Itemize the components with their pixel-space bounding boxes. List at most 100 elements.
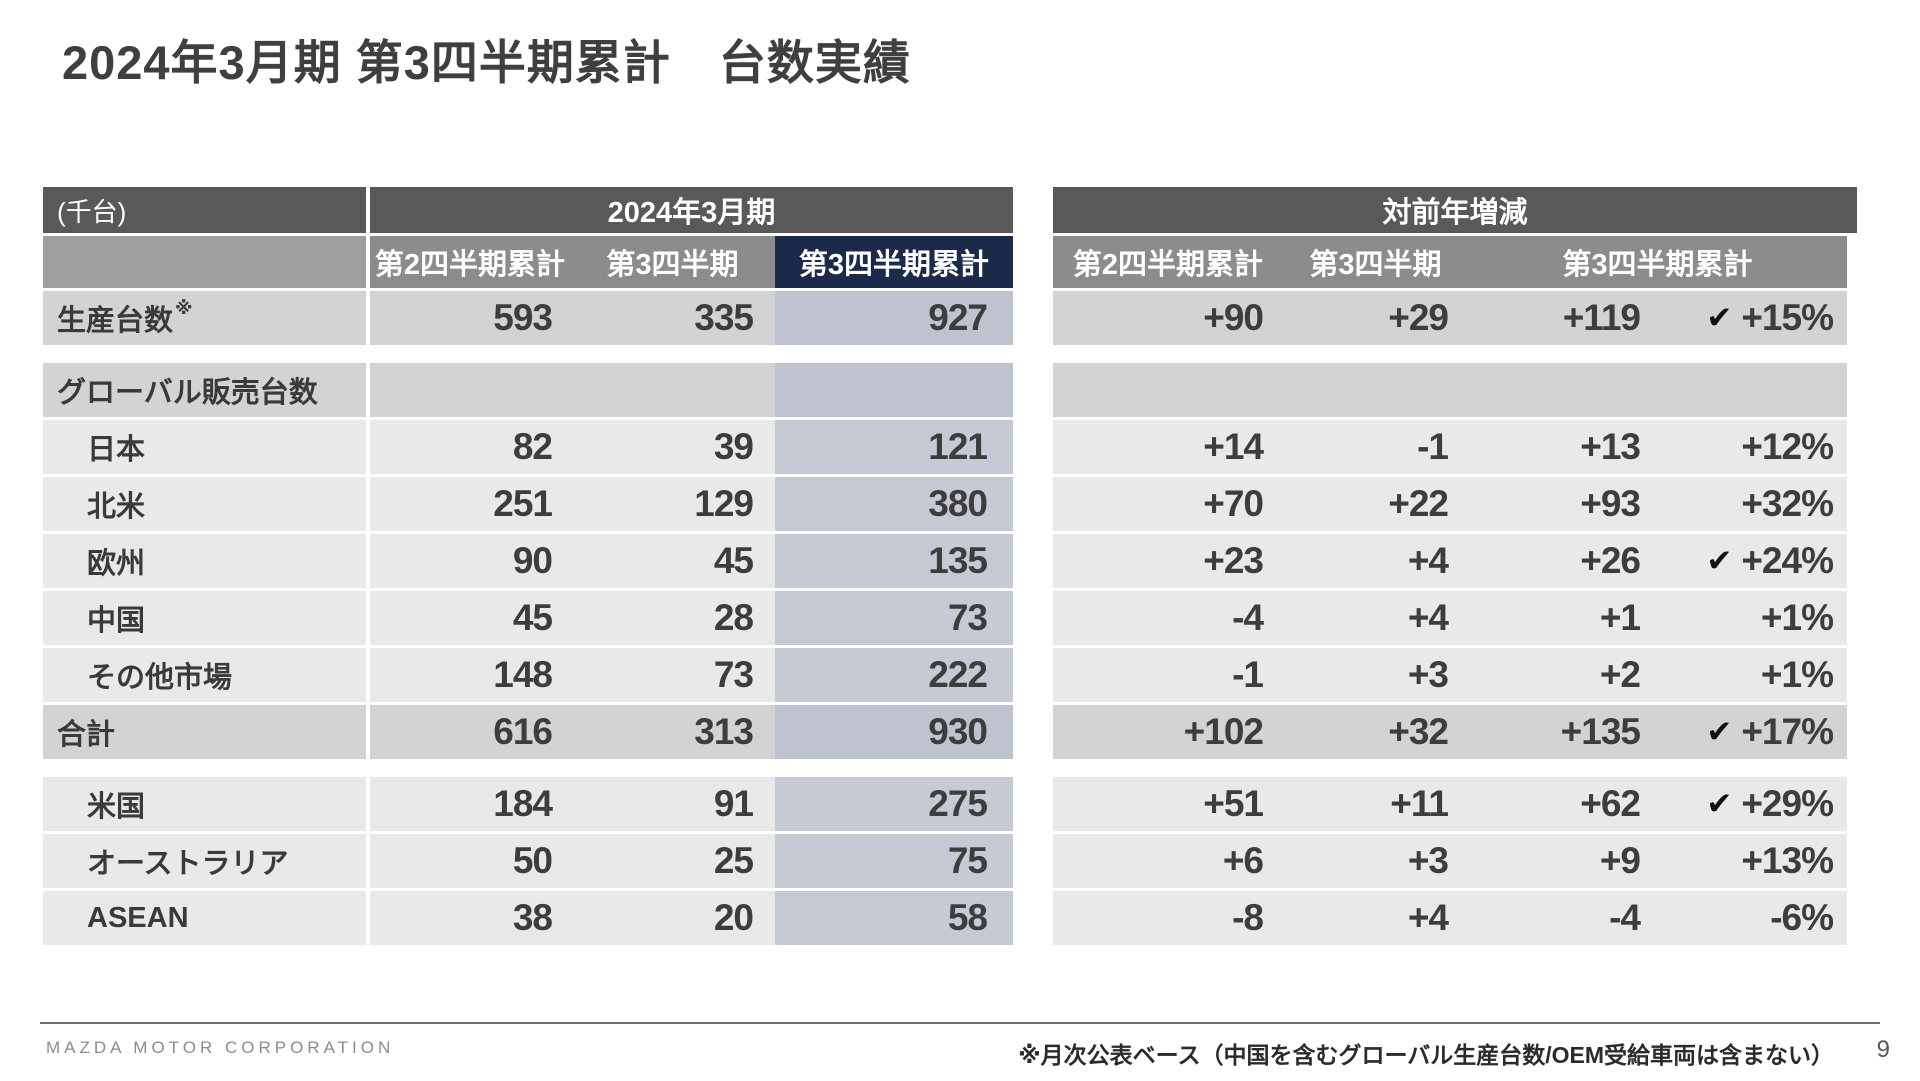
table-gap bbox=[1013, 777, 1053, 831]
column-gutter bbox=[366, 534, 370, 588]
table-header-row-columns: 第2四半期累計 第3四半期 第3四半期累計 第2四半期累計 第3四半期 第3四半… bbox=[43, 236, 1857, 288]
table-gap bbox=[1013, 420, 1053, 474]
cell-q2cum: 184 bbox=[370, 777, 570, 831]
row-label: 生産台数 ※ bbox=[43, 291, 366, 345]
cell-q2cum: 90 bbox=[370, 534, 570, 588]
row-label: グローバル販売台数 bbox=[43, 363, 366, 417]
cell-delta-pct bbox=[1658, 363, 1847, 417]
column-gutter bbox=[366, 705, 370, 759]
cell-q2cum: 251 bbox=[370, 477, 570, 531]
cell-delta-q2cum: +70 bbox=[1053, 477, 1283, 531]
cell-q2cum: 38 bbox=[370, 891, 570, 945]
cell-q3cum: 58 bbox=[775, 891, 1013, 945]
table-row-asean: ASEAN 38 20 58 -8 +4 -4 -6% bbox=[43, 891, 1857, 945]
cell-q3cum: 121 bbox=[775, 420, 1013, 474]
cell-delta-q3cum: +13 bbox=[1468, 420, 1658, 474]
row-label: 日本 bbox=[43, 420, 366, 474]
cell-delta-q2cum: -1 bbox=[1053, 648, 1283, 702]
table-gap bbox=[1013, 591, 1053, 645]
cell-delta-pct: ✔ +24% bbox=[1658, 534, 1847, 588]
column-gutter bbox=[366, 477, 370, 531]
column-gutter bbox=[366, 834, 370, 888]
cell-delta-q2cum bbox=[1053, 363, 1283, 417]
left-col-header-q3cum: 第3四半期累計 bbox=[775, 236, 1013, 288]
cell-q3: 20 bbox=[570, 891, 775, 945]
footnote-marker: ※ bbox=[175, 297, 193, 318]
cell-delta-pct: ✔ +29% bbox=[1658, 777, 1847, 831]
table-row-australia: オーストラリア 50 25 75 +6 +3 +9 +13% bbox=[43, 834, 1857, 888]
cell-delta-q3: +29 bbox=[1283, 291, 1468, 345]
row-label: ASEAN bbox=[43, 891, 366, 945]
cell-delta-q3cum: -4 bbox=[1468, 891, 1658, 945]
column-gutter bbox=[366, 591, 370, 645]
cell-delta-q3cum: +1 bbox=[1468, 591, 1658, 645]
cell-delta-q3: +4 bbox=[1283, 534, 1468, 588]
cell-q3: 73 bbox=[570, 648, 775, 702]
table-row-total: 合計 616 313 930 +102 +32 +135 ✔ +17% bbox=[43, 705, 1857, 759]
right-group-header: 対前年増減 bbox=[1053, 187, 1857, 233]
table-gap bbox=[1013, 363, 1053, 417]
table-row-global-sales-section: グローバル販売台数 bbox=[43, 363, 1857, 417]
left-group-header: 2024年3月期 bbox=[370, 187, 1013, 233]
cell-delta-q2cum: +51 bbox=[1053, 777, 1283, 831]
table-gap bbox=[1013, 291, 1053, 345]
cell-q2cum: 616 bbox=[370, 705, 570, 759]
cell-delta-q2cum: +90 bbox=[1053, 291, 1283, 345]
table-row-production: 生産台数 ※ 593 335 927 +90 +29 +119 ✔ +15% bbox=[43, 291, 1857, 345]
footnote-text: ※月次公表ベース（中国を含むグローバル生産台数/OEM受給車両は含まない） bbox=[1018, 1042, 1834, 1068]
table-row-usa: 米国 184 91 275 +51 +11 +62 ✔ +29% bbox=[43, 777, 1857, 831]
cell-q3cum: 275 bbox=[775, 777, 1013, 831]
cell-q3cum: 222 bbox=[775, 648, 1013, 702]
cell-delta-q2cum: -4 bbox=[1053, 591, 1283, 645]
cell-delta-pct: +12% bbox=[1658, 420, 1847, 474]
cell-q3: 28 bbox=[570, 591, 775, 645]
check-icon: ✔ bbox=[1706, 300, 1733, 335]
table-gap bbox=[1013, 891, 1053, 945]
cell-q3cum: 135 bbox=[775, 534, 1013, 588]
cell-q3: 39 bbox=[570, 420, 775, 474]
cell-delta-pct: -6% bbox=[1658, 891, 1847, 945]
table-header-row-groups: (千台) 2024年3月期 対前年増減 bbox=[43, 187, 1857, 233]
row-label: 欧州 bbox=[43, 534, 366, 588]
check-icon: ✔ bbox=[1706, 786, 1733, 821]
column-gutter bbox=[366, 363, 370, 417]
right-col-header-q3cum: 第3四半期累計 bbox=[1468, 236, 1847, 288]
cell-delta-q3: +22 bbox=[1283, 477, 1468, 531]
table-row-europe: 欧州 90 45 135 +23 +4 +26 ✔ +24% bbox=[43, 534, 1857, 588]
cell-delta-q3cum: +9 bbox=[1468, 834, 1658, 888]
table-row-north-america: 北米 251 129 380 +70 +22 +93 +32% bbox=[43, 477, 1857, 531]
cell-delta-pct: +1% bbox=[1658, 591, 1847, 645]
column-gutter bbox=[366, 291, 370, 345]
table-row-japan: 日本 82 39 121 +14 -1 +13 +12% bbox=[43, 420, 1857, 474]
cell-delta-pct: +13% bbox=[1658, 834, 1847, 888]
cell-q3 bbox=[570, 363, 775, 417]
results-tables: (千台) 2024年3月期 対前年増減 第2四半期累計 第3四半期 第3四半期累… bbox=[43, 187, 1857, 945]
table-gap bbox=[1013, 534, 1053, 588]
table-row-china: 中国 45 28 73 -4 +4 +1 +1% bbox=[43, 591, 1857, 645]
cell-delta-q2cum: -8 bbox=[1053, 891, 1283, 945]
cell-delta-pct: +32% bbox=[1658, 477, 1847, 531]
right-col-header-q3: 第3四半期 bbox=[1283, 236, 1468, 288]
row-label: オーストラリア bbox=[43, 834, 366, 888]
cell-delta-pct: +1% bbox=[1658, 648, 1847, 702]
cell-delta-q3cum: +2 bbox=[1468, 648, 1658, 702]
page-number: 9 bbox=[1876, 1036, 1890, 1063]
right-col-header-q2cum: 第2四半期累計 bbox=[1053, 236, 1283, 288]
cell-delta-q3cum: +26 bbox=[1468, 534, 1658, 588]
cell-delta-q3: +4 bbox=[1283, 591, 1468, 645]
row-label: 米国 bbox=[43, 777, 366, 831]
cell-delta-q3cum: +62 bbox=[1468, 777, 1658, 831]
cell-delta-q3cum: +119 bbox=[1468, 291, 1658, 345]
page-title: 2024年3月期 第3四半期累計 台数実績 bbox=[62, 36, 911, 89]
cell-q3: 25 bbox=[570, 834, 775, 888]
cell-delta-q3: +3 bbox=[1283, 648, 1468, 702]
cell-q3cum bbox=[775, 363, 1013, 417]
cell-delta-q2cum: +14 bbox=[1053, 420, 1283, 474]
cell-delta-q3: +4 bbox=[1283, 891, 1468, 945]
cell-delta-q3 bbox=[1283, 363, 1468, 417]
cell-delta-q2cum: +102 bbox=[1053, 705, 1283, 759]
cell-q3: 45 bbox=[570, 534, 775, 588]
cell-q3: 335 bbox=[570, 291, 775, 345]
column-gutter bbox=[366, 187, 370, 233]
check-icon: ✔ bbox=[1706, 543, 1733, 578]
